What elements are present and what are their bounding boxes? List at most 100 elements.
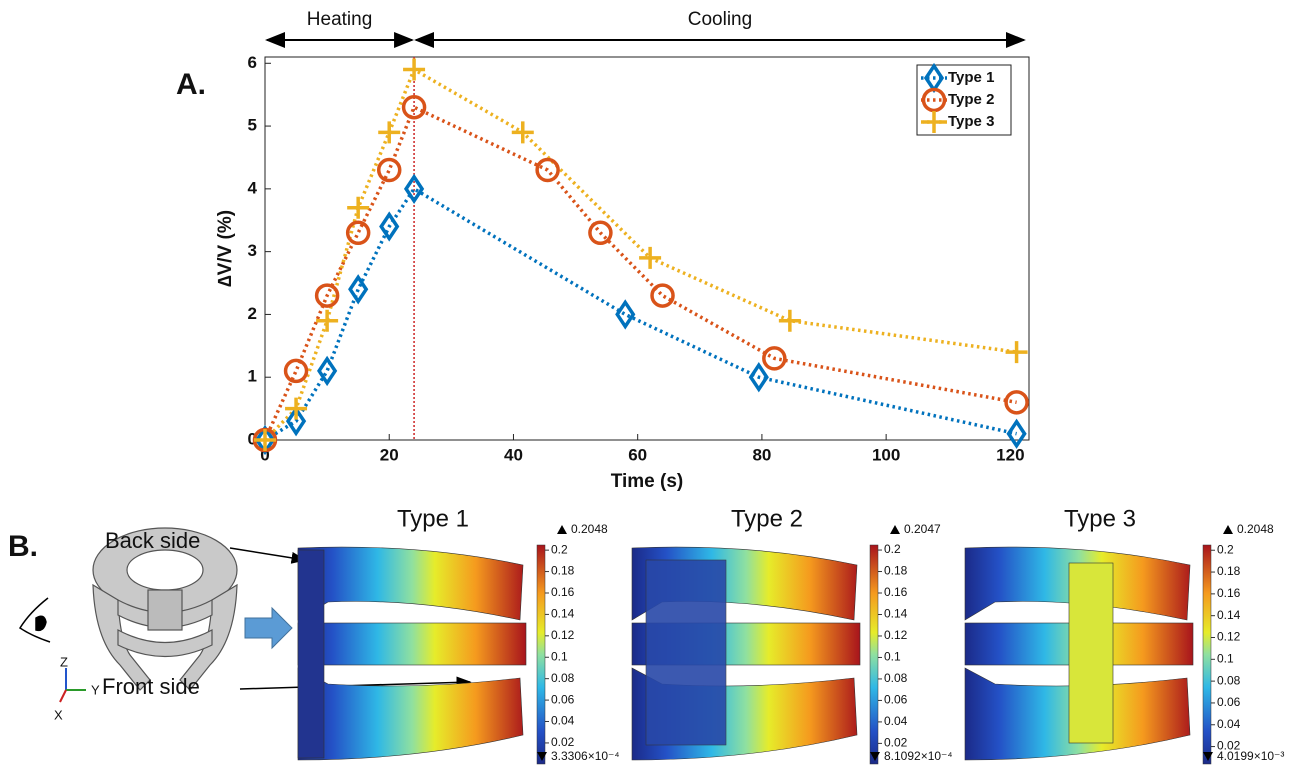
axis-label: X — [54, 707, 63, 722]
colorbar-tick-label: 0.02 — [1217, 739, 1241, 753]
colorbar-tick-label: 0.06 — [884, 693, 908, 707]
max-marker — [890, 525, 900, 534]
marker — [762, 346, 787, 371]
annotation-arrow — [229, 547, 307, 564]
colorbar-max: 0.2048 — [571, 522, 608, 536]
legend-label: Type 1 — [948, 69, 994, 86]
panel-title: Type 1 — [397, 505, 469, 532]
marker — [283, 358, 309, 384]
legend-label: Type 3 — [948, 113, 994, 130]
x-tick-label: 120 — [996, 445, 1024, 464]
y-tick-label: 0 — [248, 429, 257, 448]
colorbar — [869, 544, 879, 765]
colorbar-tick-label: 0.14 — [1217, 608, 1241, 622]
colorbar-tick-label: 0.08 — [1217, 673, 1241, 687]
colorbar-tick-label: 0.18 — [551, 564, 575, 578]
marker — [285, 406, 307, 437]
phase-label: Heating — [307, 9, 373, 30]
legend-label: Type 2 — [948, 91, 994, 108]
x-tick-label: 80 — [752, 445, 771, 464]
marker — [615, 299, 636, 330]
axis-label: Y — [91, 682, 100, 697]
colorbar-min: 4.0199×10⁻³ — [1217, 749, 1284, 763]
y-tick-label: 4 — [248, 178, 258, 197]
series-line — [264, 186, 1017, 442]
marker — [347, 196, 370, 219]
min-marker — [1203, 752, 1213, 761]
colorbar-min: 3.3306×10⁻⁴ — [551, 749, 620, 763]
marker — [748, 362, 769, 393]
colorbar-tick-label: 0.1 — [551, 649, 568, 663]
marker — [317, 355, 338, 387]
marker — [379, 211, 400, 242]
colorbar-tick-label: 0.1 — [884, 650, 901, 664]
colorbar-tick-label: 0.16 — [551, 585, 575, 599]
colorbar-tick-label: 0.1 — [1217, 651, 1234, 665]
colorbar-tick-label: 0.02 — [884, 736, 908, 750]
marker — [639, 246, 662, 269]
marker — [401, 94, 427, 120]
colorbar-tick-label: 0.02 — [551, 735, 575, 749]
colorbar-tick-label: 0.18 — [1217, 564, 1241, 578]
colorbar-tick-label: 0.18 — [884, 564, 908, 578]
x-axis-label: Time (s) — [611, 471, 684, 492]
marker — [254, 429, 276, 451]
simulation-image — [631, 546, 861, 761]
marker — [403, 173, 425, 205]
axis-label: Z — [60, 654, 68, 669]
colorbar-tick-label: 0.06 — [1217, 695, 1241, 709]
colorbar-tick-label: 0.12 — [884, 628, 908, 642]
marker — [1006, 418, 1027, 449]
axis-triad — [59, 668, 86, 703]
flow-arrow — [244, 606, 293, 650]
marker — [348, 274, 369, 305]
colorbar-tick-label: 0.04 — [884, 714, 908, 728]
panel-label: A. — [176, 68, 206, 101]
marker — [285, 397, 308, 420]
x-tick-label: 100 — [872, 445, 900, 464]
marker — [378, 121, 401, 144]
marker — [588, 220, 613, 246]
colorbar-tick-label: 0.2 — [551, 542, 568, 556]
marker — [403, 58, 426, 81]
colorbar-tick-label: 0.12 — [1217, 630, 1241, 644]
simulation-image — [297, 546, 527, 761]
eye-icon — [18, 597, 51, 643]
colorbar — [536, 544, 546, 765]
max-marker — [1223, 525, 1233, 534]
min-marker — [537, 752, 547, 761]
phase-label: Cooling — [688, 9, 752, 30]
panel-title: Type 2 — [731, 505, 803, 532]
colorbar-max: 0.2047 — [904, 522, 941, 536]
y-axis-label: ∆V/V (%) — [215, 210, 236, 287]
colorbar-tick-label: 0.14 — [884, 607, 908, 621]
colorbar-tick-label: 0.14 — [551, 607, 575, 621]
marker — [314, 283, 340, 308]
colorbar-max: 0.2048 — [1237, 522, 1274, 536]
colorbar-tick-label: 0.12 — [551, 628, 575, 642]
marker — [345, 220, 371, 246]
colorbar-min: 8.1092×10⁻⁴ — [884, 749, 953, 763]
series-line — [263, 104, 1017, 441]
colorbar — [1202, 544, 1212, 765]
x-tick-label: 40 — [504, 445, 523, 464]
y-tick-label: 2 — [248, 304, 257, 323]
annotation: Back side — [105, 528, 200, 553]
y-tick-label: 6 — [248, 53, 257, 72]
x-tick-label: 60 — [628, 445, 647, 464]
marker — [1005, 341, 1028, 364]
colorbar-tick-label: 0.06 — [551, 692, 575, 706]
colorbar-tick-label: 0.04 — [551, 714, 575, 728]
marker — [778, 309, 801, 332]
cylinder-sketch — [92, 527, 238, 691]
y-tick-label: 3 — [248, 241, 257, 260]
max-marker — [557, 525, 567, 534]
y-tick-label: 5 — [248, 116, 257, 135]
colorbar-tick-label: 0.16 — [1217, 586, 1241, 600]
panel-label: B. — [8, 530, 38, 563]
min-marker — [870, 752, 880, 761]
marker — [511, 121, 534, 144]
x-tick-label: 20 — [380, 445, 399, 464]
colorbar-tick-label: 0.08 — [884, 671, 908, 685]
